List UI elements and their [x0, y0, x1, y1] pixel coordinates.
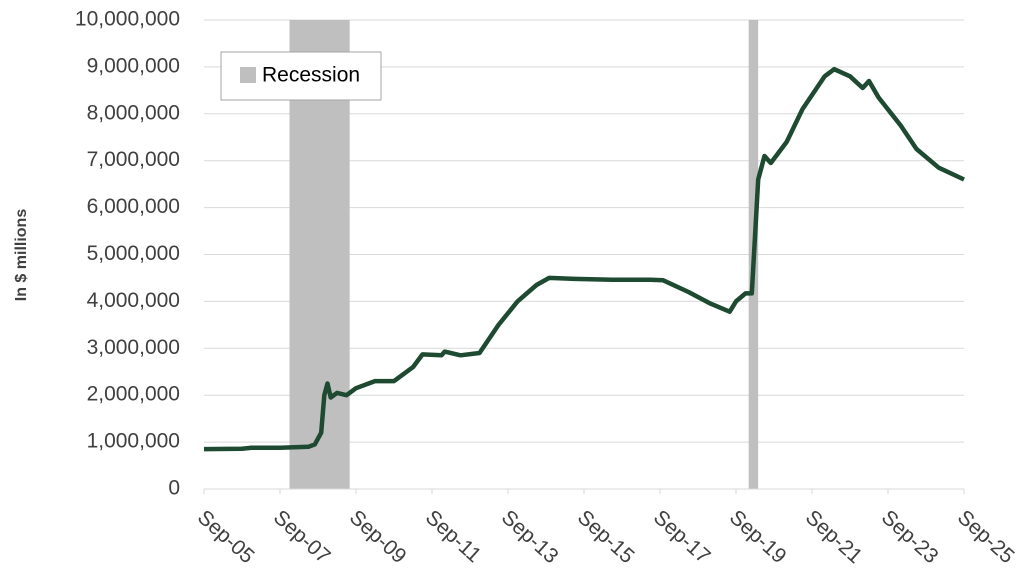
- x-tick-label: Sep-17: [649, 506, 715, 568]
- x-tick-label: Sep-21: [801, 506, 867, 568]
- y-tick-label: 5,000,000: [87, 242, 180, 265]
- y-tick-label: 10,000,000: [75, 8, 180, 31]
- y-tick-label: 3,000,000: [87, 336, 180, 359]
- y-tick-label: 2,000,000: [87, 383, 180, 406]
- legend-label: Recession: [262, 64, 360, 87]
- legend-swatch: [240, 67, 256, 83]
- y-tick-label: 4,000,000: [87, 289, 180, 312]
- y-tick-label: 6,000,000: [87, 195, 180, 218]
- y-tick-label: 8,000,000: [87, 101, 180, 124]
- x-tick-label: Sep-11: [421, 506, 486, 567]
- x-tick-label: Sep-05: [193, 506, 259, 568]
- legend-box: [220, 51, 382, 101]
- y-tick-label: 9,000,000: [87, 54, 180, 77]
- y-tick-label: 1,000,000: [87, 430, 180, 453]
- x-tick-label: Sep-09: [345, 506, 411, 568]
- y-tick-label: 0: [168, 477, 180, 500]
- x-tick-label: Sep-13: [497, 506, 563, 568]
- data-line: [203, 66, 965, 452]
- legend: Recession: [220, 51, 382, 101]
- x-tick-label: Sep-23: [877, 506, 943, 568]
- y-axis-title: In $ millions: [13, 209, 30, 302]
- x-tick-label: Sep-15: [573, 506, 639, 568]
- x-tick-label: Sep-07: [269, 506, 335, 568]
- x-tick-label: Sep-25: [953, 506, 1019, 568]
- y-tick-label: 7,000,000: [87, 148, 180, 171]
- x-tick-label: Sep-19: [725, 506, 791, 568]
